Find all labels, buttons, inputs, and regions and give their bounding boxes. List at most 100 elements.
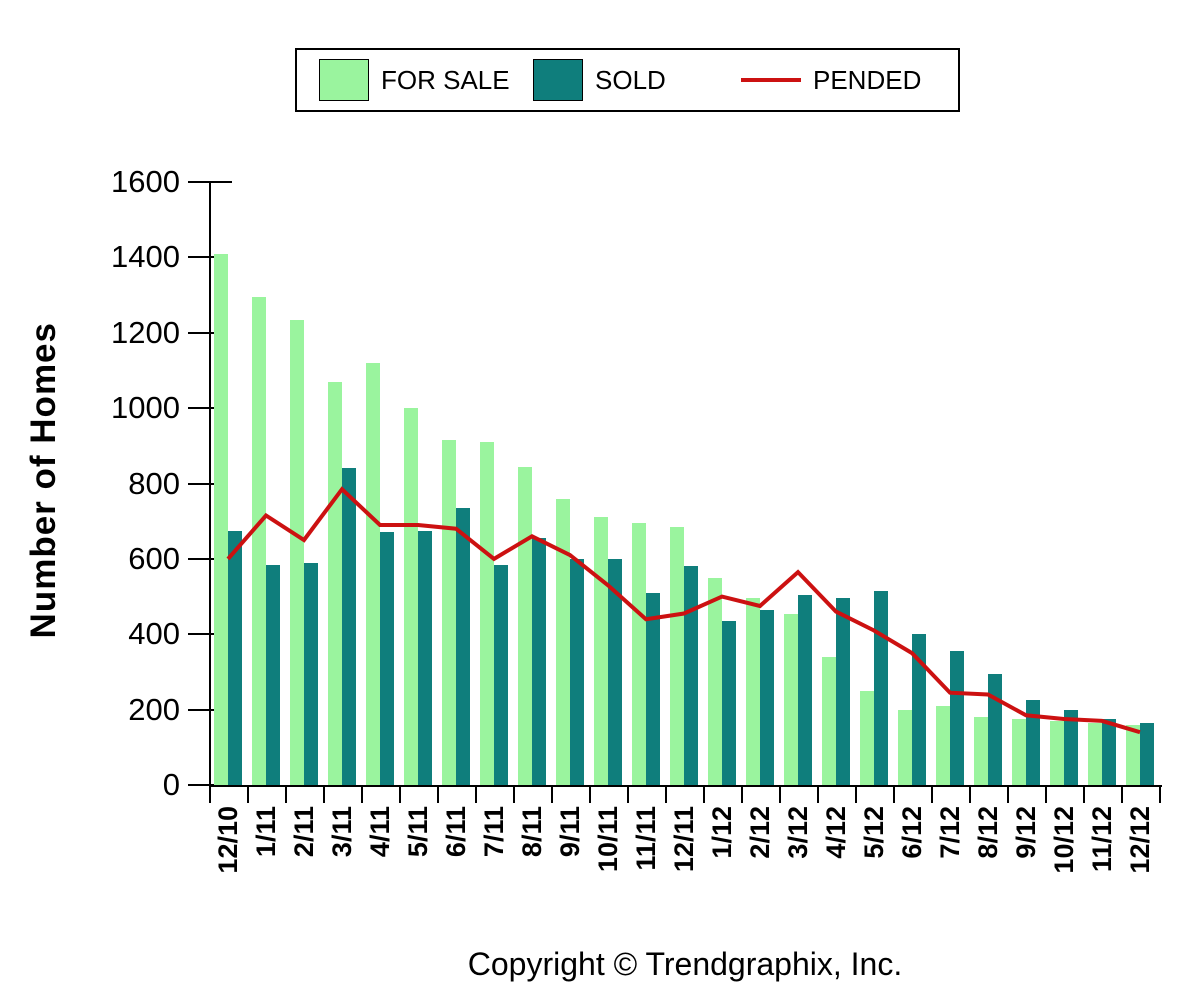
bar-sold: [266, 564, 280, 785]
x-tick-label: 3/12: [783, 806, 813, 859]
bar-for-sale: [214, 253, 228, 785]
x-tick-mark: [551, 787, 553, 803]
y-tick-label: 0: [162, 767, 180, 802]
x-tick-mark: [1045, 787, 1047, 803]
x-tick-mark: [1007, 787, 1009, 803]
x-tick-mark: [665, 787, 667, 803]
y-tick-label: 800: [128, 465, 180, 501]
legend-label-pended: PENDED: [813, 65, 922, 95]
x-tick-mark: [969, 787, 971, 803]
x-tick-label: 5/11: [403, 806, 433, 858]
y-tick-mark: [188, 181, 232, 183]
y-tick-label: 200: [128, 691, 180, 727]
plot-area: [210, 182, 1160, 785]
x-tick-label: 2/11: [289, 806, 319, 858]
x-tick-mark: [779, 787, 781, 803]
legend: FOR SALE SOLD PENDED: [295, 48, 960, 112]
legend-label-for-sale: FOR SALE: [381, 65, 510, 95]
bar-sold: [798, 594, 812, 785]
bar-for-sale: [594, 517, 608, 785]
x-tick-label: 12/12: [1125, 806, 1155, 874]
bar-for-sale: [442, 440, 456, 785]
bar-for-sale: [860, 690, 874, 785]
bar-for-sale: [822, 656, 836, 785]
x-tick-mark: [855, 787, 857, 803]
bar-sold: [722, 621, 736, 785]
x-tick-label: 4/12: [821, 806, 851, 859]
x-tick-mark: [247, 787, 249, 803]
bar-for-sale: [518, 466, 532, 785]
x-tick-label: 9/11: [555, 806, 585, 858]
x-tick-label: 10/12: [1049, 806, 1079, 874]
bar-sold: [1140, 722, 1154, 785]
x-tick-mark: [627, 787, 629, 803]
bar-for-sale: [746, 598, 760, 785]
y-tick-mark: [188, 708, 214, 711]
x-tick-mark: [323, 787, 325, 803]
legend-label-sold: SOLD: [595, 65, 666, 95]
x-tick-label: 7/11: [479, 806, 509, 858]
x-tick-label: 9/12: [1011, 806, 1041, 859]
x-axis-line: [209, 785, 1162, 787]
bar-sold: [304, 562, 318, 785]
x-tick-label: 6/12: [897, 806, 927, 859]
bar-sold: [1064, 709, 1078, 785]
bar-sold: [950, 651, 964, 785]
bar-sold: [874, 590, 888, 785]
y-tick-mark: [188, 482, 214, 485]
x-tick-label: 2/12: [745, 806, 775, 859]
bar-for-sale: [632, 523, 646, 785]
bar-sold: [1026, 700, 1040, 785]
bar-for-sale: [556, 498, 570, 785]
y-tick-mark: [188, 256, 214, 259]
bar-sold: [684, 566, 698, 785]
legend-swatch-sold: [533, 59, 583, 101]
bar-sold: [1102, 719, 1116, 785]
bar-for-sale: [252, 296, 266, 785]
x-tick-label: 11/11: [631, 806, 661, 871]
y-tick-label: 600: [128, 540, 180, 576]
bar-for-sale: [404, 408, 418, 785]
x-tick-label: 1/12: [707, 806, 737, 859]
bar-for-sale: [898, 709, 912, 785]
x-tick-label: 6/11: [441, 806, 471, 858]
x-tick-label: 1/11: [251, 806, 281, 858]
y-tick-label: 1600: [111, 164, 180, 199]
x-tick-label: 12/10: [213, 806, 243, 874]
bar-for-sale: [1050, 720, 1064, 785]
y-tick-label: 1000: [111, 390, 180, 426]
bar-sold: [646, 592, 660, 785]
x-tick-mark: [437, 787, 439, 803]
x-tick-mark: [741, 787, 743, 803]
legend-swatch-for-sale: [319, 59, 369, 101]
bar-for-sale: [784, 613, 798, 785]
x-tick-mark: [817, 787, 819, 803]
x-tick-mark: [513, 787, 515, 803]
bar-for-sale: [480, 442, 494, 785]
y-tick-label: 1400: [111, 239, 180, 275]
x-tick-label: 8/12: [973, 806, 1003, 859]
legend-line-pended-icon: [741, 78, 801, 82]
x-tick-mark: [361, 787, 363, 803]
bar-sold: [760, 609, 774, 785]
x-tick-mark: [703, 787, 705, 803]
x-tick-mark: [589, 787, 591, 803]
bar-sold: [608, 558, 622, 785]
x-tick-mark: [285, 787, 287, 803]
bar-sold: [988, 673, 1002, 785]
copyright-text: Copyright © Trendgraphix, Inc.: [467, 946, 903, 982]
x-tick-mark: [1083, 787, 1085, 803]
x-tick-label: 3/11: [327, 806, 357, 858]
x-tick-mark: [475, 787, 477, 803]
bar-sold: [570, 558, 584, 785]
x-tick-label: 10/11: [593, 806, 623, 873]
bar-for-sale: [328, 381, 342, 785]
y-tick-mark: [188, 407, 214, 410]
x-tick-label: 7/12: [935, 806, 965, 859]
y-tick-mark: [188, 784, 214, 786]
bar-sold: [456, 507, 470, 785]
bar-sold: [342, 468, 356, 785]
bar-for-sale: [1088, 722, 1102, 785]
bar-for-sale: [1012, 719, 1026, 785]
